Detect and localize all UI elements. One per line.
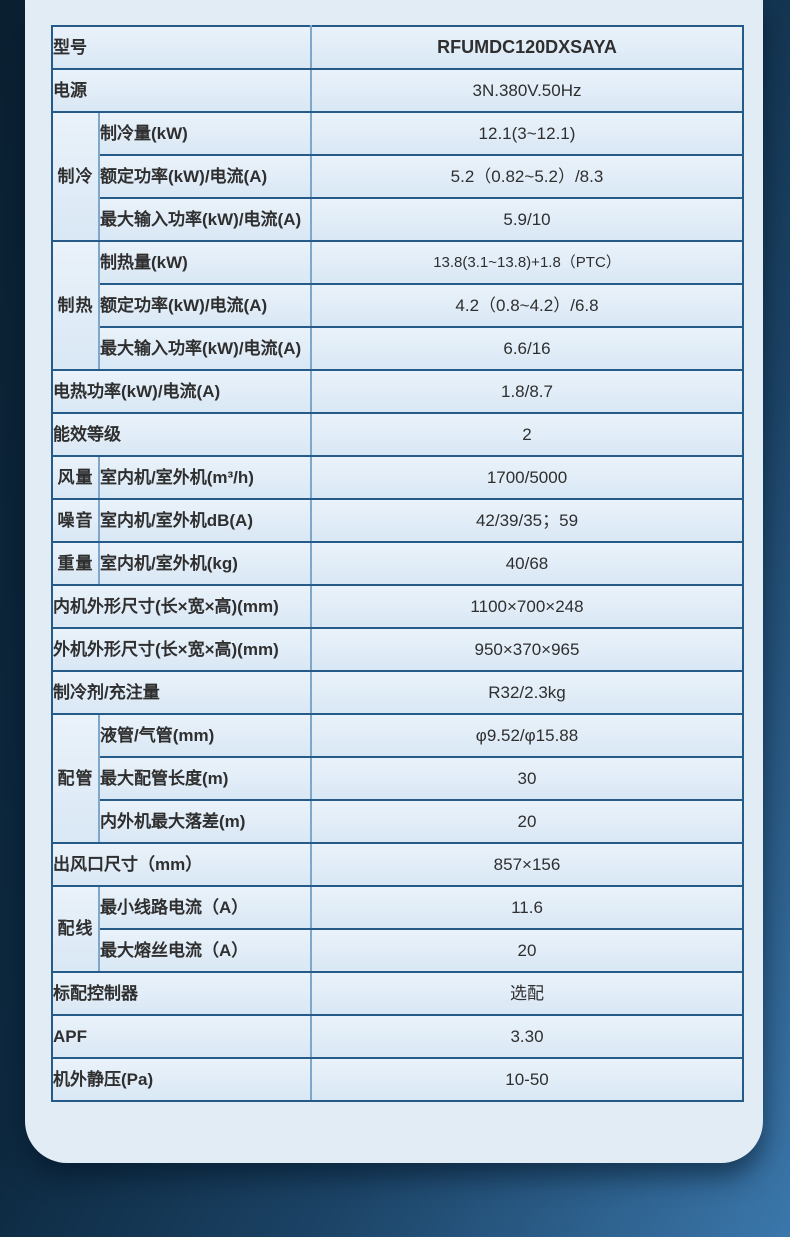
spec-label-cell: 制热量(kW) <box>98 240 312 285</box>
spec-label-cell: 内机外形尺寸(长×宽×高)(mm) <box>51 584 312 629</box>
table-row: 最大熔丝电流（A） 20 <box>52 928 744 973</box>
spec-label-cell: 液管/气管(mm) <box>98 713 312 758</box>
spec-value-cell: 40/68 <box>310 541 744 586</box>
spec-value-cell: 5.9/10 <box>310 197 744 242</box>
spec-value-cell: 13.8(3.1~13.8)+1.8（PTC） <box>310 240 744 285</box>
table-row: 重量 室内机/室外机(kg) 40/68 <box>51 541 744 586</box>
group-label-cell: 噪音 <box>51 498 100 543</box>
spec-label-cell: 型号 <box>51 25 312 70</box>
table-row: 制冷剂/充注量 R32/2.3kg <box>51 670 744 715</box>
table-row: 额定功率(kW)/电流(A) 5.2（0.82~5.2）/8.3 <box>52 154 744 199</box>
spec-label-cell: 室内机/室外机(kg) <box>98 541 312 586</box>
spec-value-cell: 42/39/35；59 <box>310 498 744 543</box>
spec-value-cell: 1100×700×248 <box>310 584 744 629</box>
spec-value-cell: 20 <box>310 799 744 844</box>
spec-label-cell: 机外静压(Pa) <box>51 1057 312 1102</box>
spec-label-cell: 最大配管长度(m) <box>98 756 312 801</box>
spec-label-cell: 出风口尺寸（mm） <box>51 842 312 887</box>
group-label-cell: 配线 <box>51 885 100 973</box>
table-row: 额定功率(kW)/电流(A) 4.2（0.8~4.2）/6.8 <box>52 283 744 328</box>
group-label-cell: 制冷 <box>51 111 100 242</box>
spec-label-cell: 电源 <box>51 68 312 113</box>
group-label-cell: 重量 <box>51 541 100 586</box>
table-row: 内机外形尺寸(长×宽×高)(mm) 1100×700×248 <box>51 584 744 629</box>
table-row: APF 3.30 <box>51 1014 744 1059</box>
spec-label-cell: 最小线路电流（A） <box>98 885 312 930</box>
table-row: 能效等级 2 <box>51 412 744 457</box>
spec-value-cell: 30 <box>310 756 744 801</box>
table-row: 最大输入功率(kW)/电流(A) 6.6/16 <box>52 326 744 371</box>
spec-label-cell: 制冷量(kW) <box>98 111 312 156</box>
spec-label-cell: 能效等级 <box>51 412 312 457</box>
table-row: 制热 制热量(kW) 13.8(3.1~13.8)+1.8（PTC） <box>51 240 744 371</box>
spec-value-cell: 4.2（0.8~4.2）/6.8 <box>310 283 744 328</box>
table-row: 机外静压(Pa) 10-50 <box>51 1057 744 1102</box>
spec-value-cell: 10-50 <box>310 1057 744 1102</box>
table-row: 标配控制器 选配 <box>51 971 744 1016</box>
table-row: 型号 RFUMDC120DXSAYA <box>51 25 744 70</box>
table-row: 电热功率(kW)/电流(A) 1.8/8.7 <box>51 369 744 414</box>
spec-value-cell: φ9.52/φ15.88 <box>310 713 744 758</box>
spec-value-cell: 857×156 <box>310 842 744 887</box>
spec-value-cell: 950×370×965 <box>310 627 744 672</box>
spec-label-cell: 室内机/室外机(m³/h) <box>98 455 312 500</box>
table-row: 电源 3N.380V.50Hz <box>51 68 744 113</box>
table-row: 最大输入功率(kW)/电流(A) 5.9/10 <box>52 197 744 242</box>
table-row: 内外机最大落差(m) 20 <box>52 799 744 844</box>
spec-value-cell: 3N.380V.50Hz <box>310 68 744 113</box>
spec-value-cell: 12.1(3~12.1) <box>310 111 744 156</box>
spec-value-cell: RFUMDC120DXSAYA <box>310 25 744 70</box>
spec-value-cell: 1700/5000 <box>310 455 744 500</box>
spec-value-cell: 11.6 <box>310 885 744 930</box>
spec-label-cell: 额定功率(kW)/电流(A) <box>98 154 312 199</box>
spec-value-cell: 20 <box>310 928 744 973</box>
spec-label-cell: 内外机最大落差(m) <box>98 799 312 844</box>
table-row: 风量 室内机/室外机(m³/h) 1700/5000 <box>51 455 744 500</box>
spec-label-cell: 制冷剂/充注量 <box>51 670 312 715</box>
spec-value-cell: R32/2.3kg <box>310 670 744 715</box>
table-row: 最大配管长度(m) 30 <box>52 756 744 801</box>
spec-label-cell: 电热功率(kW)/电流(A) <box>51 369 312 414</box>
spec-label-cell: 外机外形尺寸(长×宽×高)(mm) <box>51 627 312 672</box>
spec-label-cell: 额定功率(kW)/电流(A) <box>98 283 312 328</box>
spec-label-cell: 最大输入功率(kW)/电流(A) <box>98 326 312 371</box>
spec-label-cell: APF <box>51 1014 312 1059</box>
table-row: 制冷 制冷量(kW) 12.1(3~12.1) <box>51 111 744 242</box>
spec-value-cell: 3.30 <box>310 1014 744 1059</box>
spec-value-cell: 5.2（0.82~5.2）/8.3 <box>310 154 744 199</box>
spec-value-cell: 选配 <box>310 971 744 1016</box>
group-label-cell: 制热 <box>51 240 100 371</box>
table-row: 出风口尺寸（mm） 857×156 <box>51 842 744 887</box>
table-row: 配管 液管/气管(mm) φ9.52/φ15.88 <box>51 713 744 844</box>
spec-panel: 型号 RFUMDC120DXSAYA 电源 3N.380V.50Hz 制冷 制冷量(kW)… <box>25 0 763 1163</box>
group-label-cell: 风量 <box>51 455 100 500</box>
spec-label-cell: 最大输入功率(kW)/电流(A) <box>98 197 312 242</box>
spec-label-cell: 室内机/室外机dB(A) <box>98 498 312 543</box>
table-row: 噪音 室内机/室外机dB(A) 42/39/35；59 <box>51 498 744 543</box>
spec-table: 型号 RFUMDC120DXSAYA 电源 3N.380V.50Hz 制冷 制冷量(kW)… <box>51 25 744 1102</box>
spec-table-body: 型号 RFUMDC120DXSAYA 电源 3N.380V.50Hz 制冷 制冷量(kW)… <box>51 25 744 1102</box>
spec-label-cell: 最大熔丝电流（A） <box>98 928 312 973</box>
spec-value-cell: 2 <box>310 412 744 457</box>
spec-value-cell: 1.8/8.7 <box>310 369 744 414</box>
table-row: 外机外形尺寸(长×宽×高)(mm) 950×370×965 <box>51 627 744 672</box>
spec-label-cell: 标配控制器 <box>51 971 312 1016</box>
table-row: 配线 最小线路电流（A） 11.6 <box>51 885 744 973</box>
spec-value-cell: 6.6/16 <box>310 326 744 371</box>
group-label-cell: 配管 <box>51 713 100 844</box>
